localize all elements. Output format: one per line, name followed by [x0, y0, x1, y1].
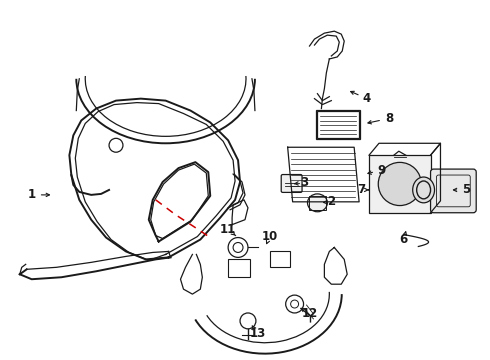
Text: 1: 1 [27, 188, 36, 201]
Bar [318, 111, 359, 138]
Bar [309, 196, 326, 210]
Bar [228, 260, 250, 277]
Text: 11: 11 [220, 223, 236, 236]
Text: 5: 5 [462, 184, 470, 197]
Text: 12: 12 [301, 307, 318, 320]
Text: 8: 8 [385, 112, 393, 125]
Text: 9: 9 [378, 163, 386, 176]
Text: 10: 10 [262, 230, 278, 243]
Ellipse shape [308, 194, 327, 212]
Ellipse shape [378, 162, 421, 206]
Bar [369, 155, 431, 213]
Bar [270, 251, 290, 267]
Text: 4: 4 [363, 92, 371, 105]
Bar [317, 109, 360, 139]
Text: 7: 7 [357, 184, 365, 197]
FancyBboxPatch shape [431, 169, 476, 213]
FancyBboxPatch shape [281, 175, 302, 192]
Text: 3: 3 [300, 176, 309, 189]
Ellipse shape [413, 177, 435, 203]
Text: 13: 13 [250, 327, 266, 340]
Text: 2: 2 [327, 195, 335, 208]
Text: 6: 6 [400, 233, 408, 246]
